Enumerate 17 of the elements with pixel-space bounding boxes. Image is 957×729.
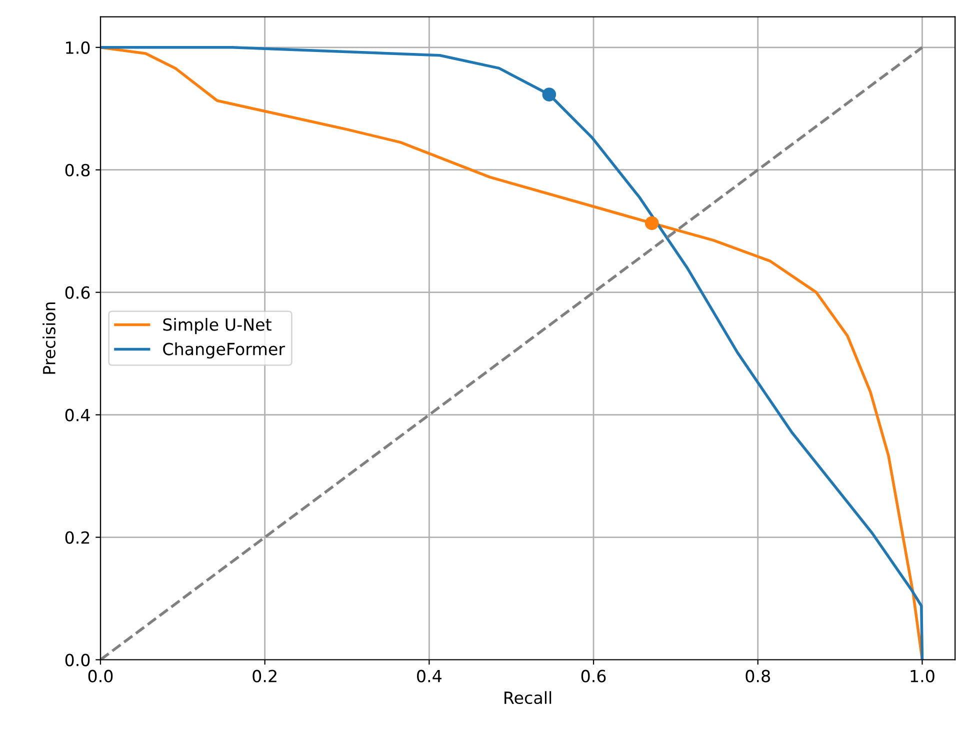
x-tick-label: 0.6 xyxy=(581,670,606,682)
y-axis-title: Precision xyxy=(42,302,56,374)
legend-label: Simple U-Net xyxy=(163,318,272,334)
x-tick-label: 0.2 xyxy=(252,670,276,682)
y-tick-label: 0.6 xyxy=(65,286,90,299)
y-tick-label: 0.4 xyxy=(65,408,90,422)
x-axis-title: Recall xyxy=(504,691,552,704)
x-tick-label: 1.0 xyxy=(910,670,934,682)
x-tick-label: 0.4 xyxy=(417,670,442,682)
legend-label: ChangeFormer xyxy=(163,342,286,359)
x-tick-label: 0.8 xyxy=(746,670,770,682)
line-series xyxy=(100,46,924,660)
x-tick-label: 0.0 xyxy=(88,670,113,682)
y-tick-label: 0.2 xyxy=(65,531,90,544)
y-tick-label: 0.0 xyxy=(65,654,90,666)
y-tick-label: 1.0 xyxy=(66,41,90,54)
y-tick-label: 0.8 xyxy=(65,164,90,176)
